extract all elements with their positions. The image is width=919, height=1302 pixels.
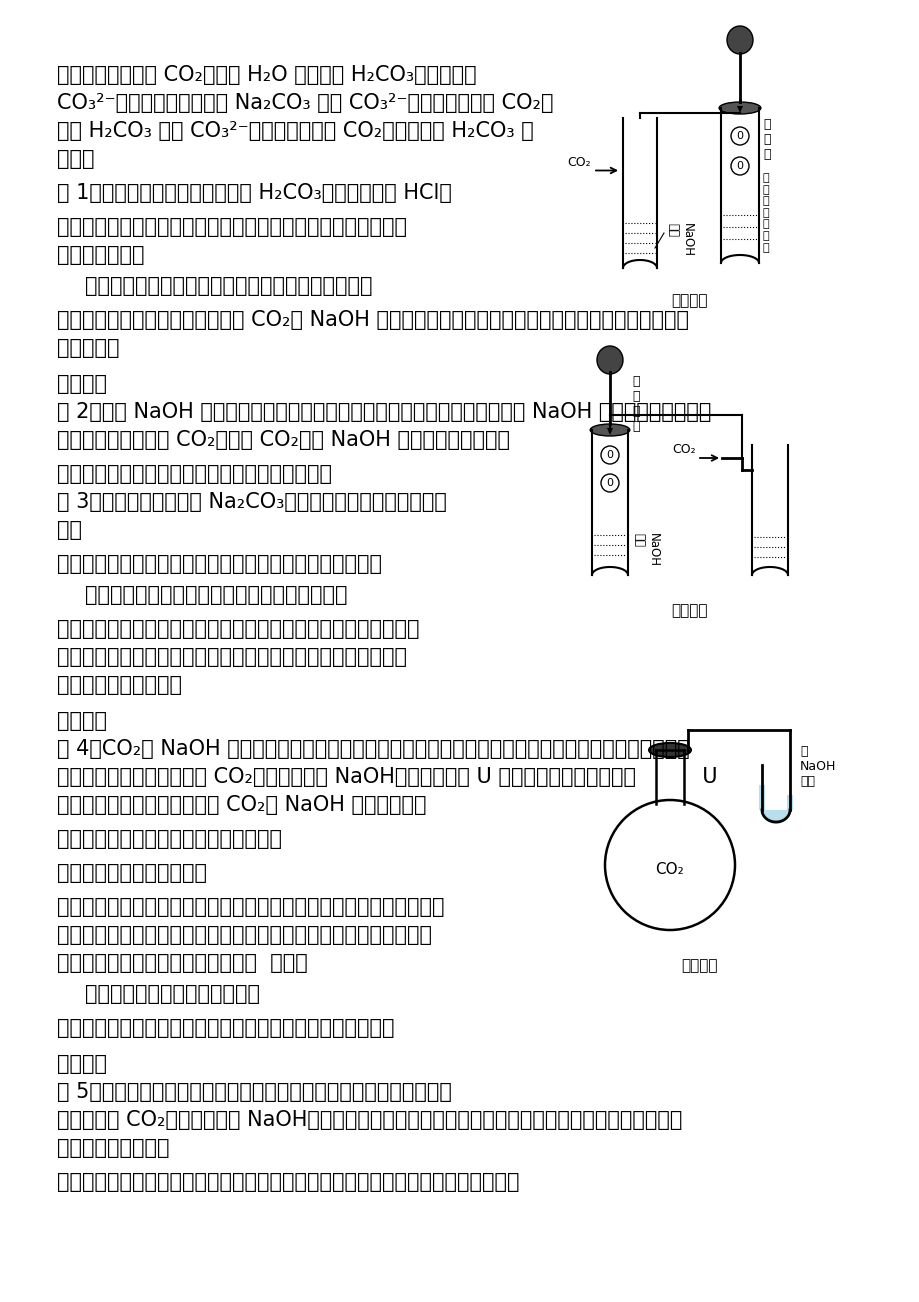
Ellipse shape xyxy=(596,346,622,374)
Text: NaOH
溶液: NaOH 溶液 xyxy=(631,533,659,566)
Text: 方案四：: 方案四： xyxy=(57,1055,107,1074)
Text: 0: 0 xyxy=(606,450,613,460)
Text: 0: 0 xyxy=(736,161,743,171)
Text: CO₂: CO₂ xyxy=(655,862,684,878)
Text: CO₂: CO₂ xyxy=(567,155,590,168)
Text: 里收集一瓶 CO₂，迅进的倒入 NaOH，然后用一个带有导管的塞子塞紧，导管的一端套上一个气球，我预: 里收集一瓶 CO₂，迅进的倒入 NaOH，然后用一个带有导管的塞子塞紧，导管的一… xyxy=(57,1111,682,1130)
Circle shape xyxy=(605,799,734,930)
Text: 生 1：先将反应后的溶液加热，是 H₂CO₃分解，再滴加 HCl。: 生 1：先将反应后的溶液加热，是 H₂CO₃分解，再滴加 HCl。 xyxy=(57,184,451,203)
Text: 师：经过改进，这个实验方案变的完整，设计的方案能否成功？: 师：经过改进，这个实验方案变的完整，设计的方案能否成功？ xyxy=(57,217,406,237)
Text: NaOH
溶液: NaOH 溶液 xyxy=(665,223,693,256)
Text: CO₂: CO₂ xyxy=(672,443,696,456)
Text: 方案之三: 方案之三 xyxy=(681,958,718,973)
Text: 色。: 色。 xyxy=(57,519,82,540)
Text: 师：我有一个问题 CO₂也能与 H₂O 反应生成 H₂CO₃，同样含有: 师：我有一个问题 CO₂也能与 H₂O 反应生成 H₂CO₃，同样含有 xyxy=(57,65,476,85)
Text: 还是 H₂CO₃ 中的 CO₃²⁻与酸反应放出的 CO₂？怎么消除 H₂CO₃ 的: 还是 H₂CO₃ 中的 CO₃²⁻与酸反应放出的 CO₂？怎么消除 H₂CO₃ … xyxy=(57,121,533,141)
Text: 注意到反应引起气压的变化，将化学和物理结合起来，想法很好，能: 注意到反应引起气压的变化，将化学和物理结合起来，想法很好，能 xyxy=(57,924,432,945)
Text: 表示祝贺！: 表示祝贺！ xyxy=(57,339,119,358)
Ellipse shape xyxy=(590,424,630,436)
Text: 师：实验证明，有气泡产生，证明 CO₂与 NaOH 确实发生了反应，这位同学的设计获得了成功，我们向他: 师：实验证明，有气泡产生，证明 CO₂与 NaOH 确实发生了反应，这位同学的设… xyxy=(57,310,688,329)
Text: 酚
酞
试
液: 酚 酞 试 液 xyxy=(631,375,639,434)
Text: 师：这位同学很有心，联想到我们曾做过的题，如果能成功，是一个很有趣的设计。: 师：这位同学很有心，联想到我们曾做过的题，如果能成功，是一个很有趣的设计。 xyxy=(57,1172,519,1193)
Text: 方案之一: 方案之一 xyxy=(671,293,708,309)
Wedge shape xyxy=(761,810,789,824)
Bar xyxy=(786,796,792,810)
Text: （老师演示方案二，酥鷤没有褪色，方案失败）: （老师演示方案二，酥鷤没有褪色，方案失败） xyxy=(85,585,347,605)
Text: 师：这位同学的物理学的很好，他从反应物和生成物的状态变化入手，: 师：这位同学的物理学的很好，他从反应物和生成物的状态变化入手， xyxy=(57,897,444,917)
Text: 如：酸碱的中和反应。: 如：酸碱的中和反应。 xyxy=(57,674,182,695)
Ellipse shape xyxy=(719,102,760,115)
Text: 生 4：CO₂与 NaOH 的反应，是气体被吸收进溶液的反应，气体减少了，会影响气压减小，因此我设计的: 生 4：CO₂与 NaOH 的反应，是气体被吸收进溶液的反应，气体减少了，会影响… xyxy=(57,740,689,759)
Polygon shape xyxy=(607,428,612,435)
Text: 生 2：由于 NaOH 是碱性的，生成的是盐，应该是中性的，我设计的方案是在 NaOH 中滴几滴酥鷤，这时: 生 2：由于 NaOH 是碱性的，生成的是盐，应该是中性的，我设计的方案是在 N… xyxy=(57,402,710,422)
Text: 师：他的分析有没有道理？大家认同吗？: 师：他的分析有没有道理？大家认同吗？ xyxy=(57,829,282,849)
Text: 我们用实验说明: 我们用实验说明 xyxy=(57,245,144,266)
Circle shape xyxy=(731,128,748,145)
Text: 稀
盐
酸: 稀 盐 酸 xyxy=(762,118,770,161)
Ellipse shape xyxy=(648,743,690,756)
Text: （
反
应
后
溶
液
）: （ 反 应 后 溶 液 ） xyxy=(762,173,769,253)
Text: 酥鷤显红色，再通入 CO₂，如果 CO₂能与 NaOH 反应，酥鷤会褪色。: 酥鷤显红色，再通入 CO₂，如果 CO₂能与 NaOH 反应，酥鷤会褪色。 xyxy=(57,430,509,450)
Circle shape xyxy=(731,158,748,174)
Text: 方案三：: 方案三： xyxy=(57,711,107,730)
Text: （老师根据学生的设计进行实验，方案一获得成功）: （老师根据学生的设计进行实验，方案一获得成功） xyxy=(85,276,372,296)
Text: 生：认同（学生相互讨论）: 生：认同（学生相互讨论） xyxy=(57,863,207,883)
Text: 这也是思考的一个途径，的确有一些反应可以用指示剂来检验。: 这也是思考的一个途径，的确有一些反应可以用指示剂来检验。 xyxy=(57,647,406,667)
Text: 0: 0 xyxy=(606,478,613,488)
Text: 师：这位同学采用指示剂的方法，大家有异议吗？: 师：这位同学采用指示剂的方法，大家有异议吗？ xyxy=(57,464,332,484)
Text: 方案之二: 方案之二 xyxy=(671,603,708,618)
Bar xyxy=(758,785,765,810)
Text: CO₃²⁻，你怎么知道到底是 Na₂CO₃ 中的 CO₃²⁻与酸反应放出的 CO₂，: CO₃²⁻，你怎么知道到底是 Na₂CO₃ 中的 CO₃²⁻与酸反应放出的 CO… xyxy=(57,92,553,113)
Text: 师：虽然这位同学的设计没有获得成功，但他考虑到了用指示剂，: 师：虽然这位同学的设计没有获得成功，但他考虑到了用指示剂， xyxy=(57,618,419,639)
Text: （老师演示方案三，实验成功）: （老师演示方案三，实验成功） xyxy=(85,984,260,1004)
Text: 方案是：在集气瓶中收集满 CO₂，迅速的倒入 NaOH，用一个带有 U 型管的橡皮塞塞紧，如果          U: 方案是：在集气瓶中收集满 CO₂，迅速的倒入 NaOH，用一个带有 U 型管的橡… xyxy=(57,767,717,786)
Text: 师：现象很明显，这位同学同样获得了成功，而且创意新颎。: 师：现象很明显，这位同学同样获得了成功，而且创意新颎。 xyxy=(57,1018,394,1038)
Text: 计能看到气球鼓起。: 计能看到气球鼓起。 xyxy=(57,1138,169,1157)
Text: 方案二：: 方案二： xyxy=(57,374,107,395)
Text: 0: 0 xyxy=(736,132,743,141)
Circle shape xyxy=(600,447,618,464)
Text: 生 3：我认为不行，因为 Na₂CO₃是显碱性，同样会使酥鷤显红: 生 3：我认为不行，因为 Na₂CO₃是显碱性，同样会使酥鷤显红 xyxy=(57,492,447,512)
Text: 生 5：我想到了我们曾经做过的一个题，用气球来做实验，在一个瓶子: 生 5：我想到了我们曾经做过的一个题，用气球来做实验，在一个瓶子 xyxy=(57,1082,451,1101)
Text: 水
NaOH
溶液: 水 NaOH 溶液 xyxy=(800,745,835,788)
Polygon shape xyxy=(736,105,743,113)
Ellipse shape xyxy=(726,26,752,53)
Text: 影响？: 影响？ xyxy=(57,148,95,169)
Text: 型管中的液面发生变化，证明 CO₂与 NaOH 发生了反应。: 型管中的液面发生变化，证明 CO₂与 NaOH 发生了反应。 xyxy=(57,796,426,815)
Text: 不能达到预想的效果？实验是最好的  证明。: 不能达到预想的效果？实验是最好的 证明。 xyxy=(57,953,308,973)
Text: 师：两位同学产生了分歧，到底谁对？我们也用实验来检验: 师：两位同学产生了分歧，到底谁对？我们也用实验来检验 xyxy=(57,553,381,574)
Circle shape xyxy=(600,474,618,492)
